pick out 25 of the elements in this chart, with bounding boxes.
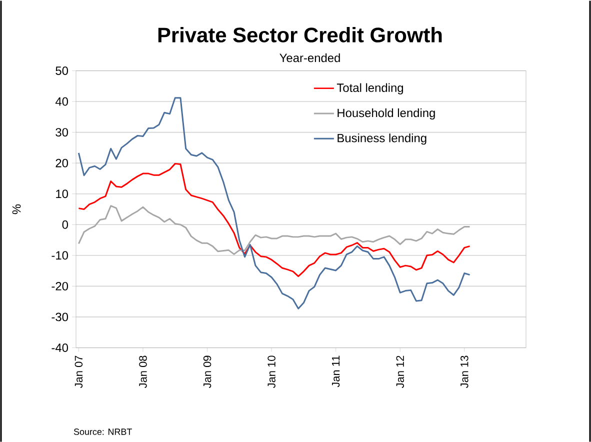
x-tick-label: Jan 10 <box>268 355 276 388</box>
y-tick-label: 40 <box>55 97 68 106</box>
source-note: Source: NRBT <box>74 428 132 435</box>
x-tick-label: Jan 08 <box>139 356 147 388</box>
y-axis-title: % <box>12 204 21 214</box>
y-tick-label: 30 <box>56 128 68 136</box>
chart-subtitle: Year-ended <box>280 53 340 62</box>
line-series <box>78 96 470 310</box>
legend-label: Total lending <box>336 83 404 94</box>
x-tick-label: Jan 11 <box>332 356 340 387</box>
chart-title: Private Sector Credit Growth <box>158 26 442 42</box>
x-tick-label: Jan 12 <box>396 356 404 388</box>
x-tick-label: Jan 07 <box>74 356 83 388</box>
x-tick-label: Jan 09 <box>203 356 212 388</box>
y-tick-label: 50 <box>56 66 68 75</box>
y-tick-label: 0 <box>62 220 68 229</box>
y-tick-label: -30 <box>52 312 68 321</box>
x-tick-label: Jan 13 <box>460 356 468 388</box>
y-tick-label: 20 <box>56 158 68 168</box>
y-tick-label: -40 <box>52 343 68 352</box>
legend-label: Business lending <box>338 133 426 144</box>
legend-label: Household lending <box>338 108 435 120</box>
y-tick-label: 10 <box>56 189 68 198</box>
y-tick-label: -20 <box>52 282 68 290</box>
y-tick-label: -10 <box>52 250 68 260</box>
